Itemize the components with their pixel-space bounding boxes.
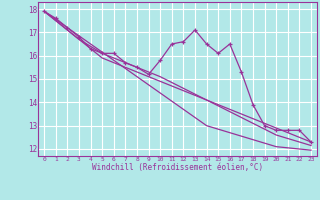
X-axis label: Windchill (Refroidissement éolien,°C): Windchill (Refroidissement éolien,°C) <box>92 163 263 172</box>
